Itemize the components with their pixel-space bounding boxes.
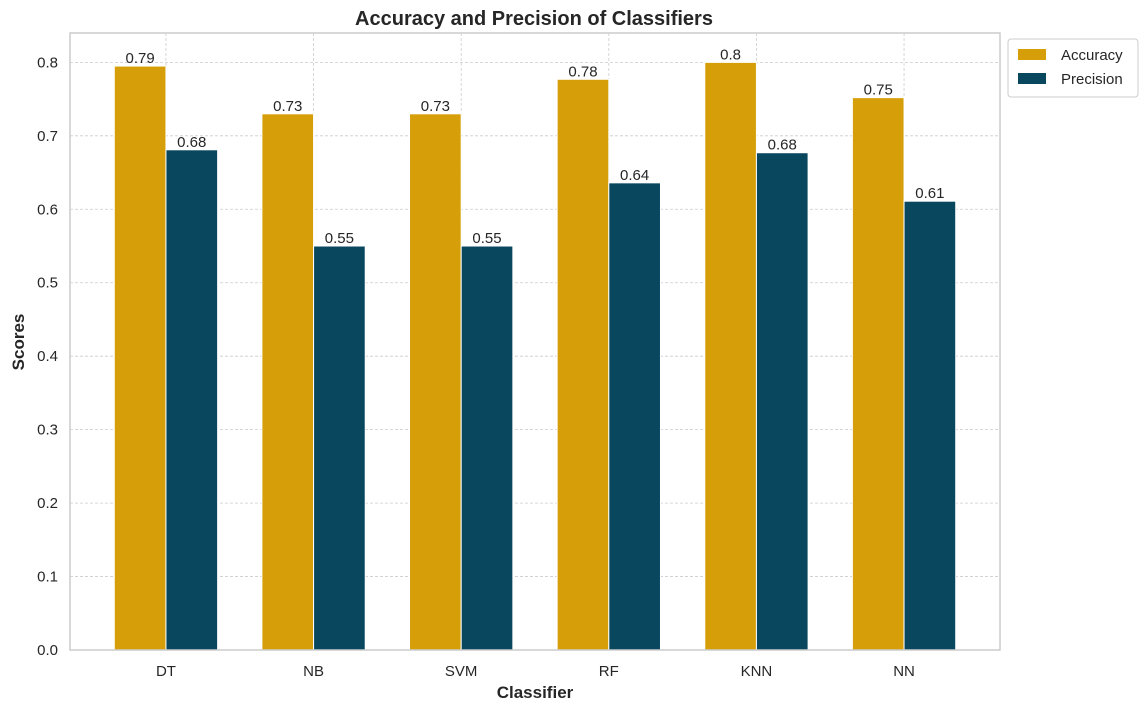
y-tick-label: 0.7 xyxy=(37,128,58,145)
y-tick-label: 0.5 xyxy=(37,275,58,292)
x-tick-label: RF xyxy=(599,663,619,680)
legend-label-accuracy: Accuracy xyxy=(1061,47,1123,64)
y-tick-label: 0.0 xyxy=(37,642,58,659)
bar-value-label: 0.55 xyxy=(325,230,354,247)
chart-title: Accuracy and Precision of Classifiers xyxy=(355,8,713,30)
bar-value-label: 0.64 xyxy=(620,167,649,184)
bar-accuracy-nn xyxy=(851,97,905,651)
legend-swatch-precision xyxy=(1018,73,1046,84)
bar-value-label: 0.79 xyxy=(126,50,155,67)
bar-precision-knn xyxy=(755,152,809,651)
legend: Accuracy Precision xyxy=(1007,38,1139,98)
x-tick-label: SVM xyxy=(445,663,478,680)
legend-label-precision: Precision xyxy=(1061,71,1123,88)
y-axis-label: Scores xyxy=(9,314,28,371)
x-tick-label: NN xyxy=(893,663,915,680)
legend-swatch-accuracy xyxy=(1018,49,1046,60)
bar-accuracy-svm xyxy=(409,113,462,651)
y-tick-label: 0.8 xyxy=(37,54,58,71)
x-tick-label: NB xyxy=(303,663,324,680)
bar-precision-dt xyxy=(165,149,219,651)
y-tick-label: 0.1 xyxy=(37,569,58,586)
bar-value-label: 0.73 xyxy=(421,98,450,115)
y-tick-label: 0.4 xyxy=(37,348,58,365)
bar-value-label: 0.68 xyxy=(768,137,797,154)
x-axis-label: Classifier xyxy=(497,683,574,702)
bar-value-label: 0.73 xyxy=(273,98,302,115)
bar-accuracy-dt xyxy=(113,65,167,651)
y-tick-label: 0.3 xyxy=(37,422,58,439)
bar-accuracy-nb xyxy=(261,113,315,651)
bar-precision-rf xyxy=(608,182,661,651)
y-tick-label: 0.2 xyxy=(37,495,58,512)
bar-accuracy-knn xyxy=(704,61,757,651)
plot-frame xyxy=(69,32,1001,651)
bar-precision-nn xyxy=(903,200,957,651)
label-layer: 0.79 0.73 0.73 0.78 0.8 0.75 0.68 0.55 0.55 0.64 0… xyxy=(126,46,945,247)
bar-accuracy-rf xyxy=(556,78,610,651)
bar-value-label: 0.78 xyxy=(568,63,597,80)
bar-precision-nb xyxy=(313,245,366,651)
x-tick-label: DT xyxy=(156,663,176,680)
bar-value-label: 0.55 xyxy=(472,230,501,247)
tick-layer: 0.0 0.1 0.2 0.3 0.4 0.5 0.6 0.7 0.8 DT NB SVM RF KNN N… xyxy=(37,54,915,680)
bar-layer xyxy=(113,61,957,651)
bar-precision-svm xyxy=(460,245,514,651)
x-tick-label: KNN xyxy=(741,663,773,680)
bar-value-label: 0.8 xyxy=(720,46,741,63)
bar-value-label: 0.61 xyxy=(915,185,944,202)
bar-value-label: 0.75 xyxy=(864,82,893,99)
y-tick-label: 0.6 xyxy=(37,201,58,218)
bar-value-label: 0.68 xyxy=(177,134,206,151)
